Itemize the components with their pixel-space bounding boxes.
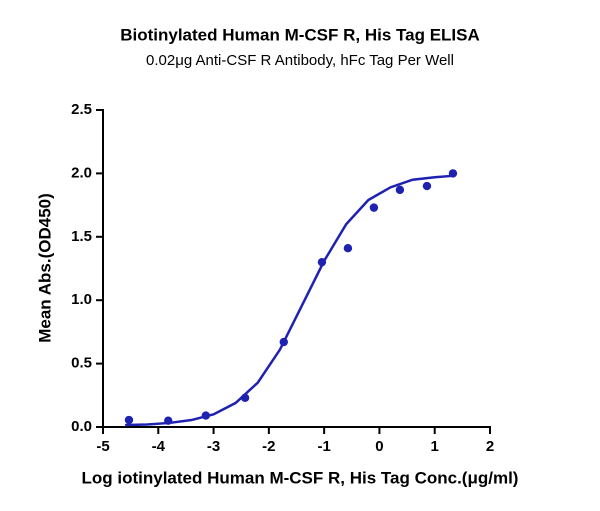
data-point <box>124 415 134 425</box>
data-point <box>369 203 379 212</box>
y-tick-label: 1.0 <box>71 291 92 308</box>
x-tick-label: -4 <box>152 438 166 455</box>
y-tick-label: 1.5 <box>71 228 92 245</box>
data-point <box>395 185 405 195</box>
chart-subtitle: 0.02μg Anti-CSF R Antibody, hFc Tag Per … <box>146 52 454 69</box>
x-tick-label: 0 <box>375 438 383 455</box>
x-tick-label: -1 <box>317 438 330 455</box>
data-point <box>343 244 353 253</box>
x-axis-label: Log iotinylated Human M-CSF R, His Tag C… <box>82 468 519 487</box>
x-tick-label: 1 <box>431 438 439 455</box>
y-tick-label: 0.5 <box>71 355 92 372</box>
y-tick-label: 0.0 <box>71 418 92 435</box>
y-tick-label: 2.0 <box>71 164 92 181</box>
chart-title: Biotinylated Human M-CSF R, His Tag ELIS… <box>120 25 480 44</box>
x-tick-label: 2 <box>486 438 494 455</box>
x-tick-label: -2 <box>262 438 275 455</box>
y-axis-label: Mean Abs.(OD450) <box>35 193 54 343</box>
x-tick-label: -3 <box>207 438 220 455</box>
x-tick-label: -5 <box>96 438 109 455</box>
data-point <box>422 181 432 191</box>
y-tick-label: 2.5 <box>71 101 92 118</box>
fit-curve <box>125 174 452 427</box>
